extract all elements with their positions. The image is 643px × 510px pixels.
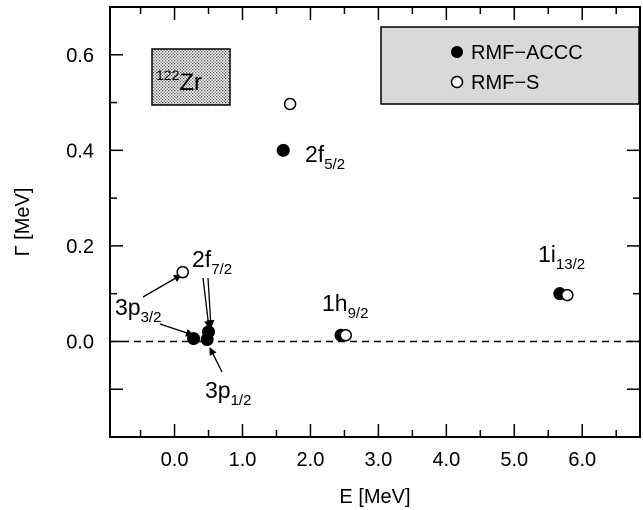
point-rmf-s — [176, 265, 189, 279]
plot-frame — [109, 6, 641, 438]
y-tick-label: 0.6 — [66, 45, 94, 67]
point-rmf-s — [283, 97, 297, 111]
x-tick-label: 1.0 — [229, 449, 257, 471]
x-tick-label: 6.0 — [568, 449, 596, 471]
state-label-1i132: 1i13/2 — [538, 241, 585, 273]
pointer-arrows — [142, 274, 223, 373]
y-tick-label: 0.0 — [66, 331, 94, 353]
nucleus-mass: 122 — [156, 67, 180, 83]
nucleus-symbol: Zr — [179, 69, 202, 96]
legend-label-rmf-s: RMF−S — [471, 72, 539, 94]
arrow-3p12 — [209, 347, 223, 373]
nucleus-label: 122Zr — [156, 67, 202, 96]
state-label-1h92: 1h9/2 — [322, 290, 368, 322]
point-rmf-accc — [276, 143, 290, 157]
x-axis-title: E [MeV] — [339, 486, 410, 508]
arrow-3p32-to-open — [142, 274, 182, 298]
x-tick-label: 5.0 — [500, 449, 528, 471]
x-tick-label: 3.0 — [364, 449, 392, 471]
arrow-3p32-to-filled — [159, 323, 194, 337]
state-label-3p32: 3p3/2 — [115, 294, 161, 326]
state-label-2f52: 2f5/2 — [305, 141, 345, 173]
point-rmf-accc — [202, 325, 216, 339]
arrow-2f72-right — [206, 277, 215, 328]
legend-label-rmf-accc: RMF−ACCC — [471, 42, 583, 64]
legend-marker-open — [450, 75, 464, 89]
state-label-2f72: 2f7/2 — [192, 246, 232, 278]
y-tick-label: 0.2 — [66, 236, 94, 258]
legend: RMF−ACCC RMF−S — [380, 26, 640, 105]
y-axis-title: Γ [MeV] — [12, 188, 34, 257]
tick-labels: 0.0 1.0 2.0 3.0 4.0 5.0 6.0 0.0 0.2 0.4 0.6 — [66, 45, 596, 471]
legend-marker-filled — [451, 46, 463, 58]
point-rmf-s — [339, 328, 353, 342]
x-tick-label: 4.0 — [432, 449, 460, 471]
state-label-3p12: 3p1/2 — [205, 377, 251, 409]
nucleus-box: 122Zr — [151, 48, 231, 106]
data-points — [176, 97, 574, 347]
x-tick-label: 0.0 — [161, 449, 189, 471]
x-tick-label: 2.0 — [297, 449, 325, 471]
y-tick-label: 0.4 — [66, 140, 94, 162]
point-rmf-accc — [187, 332, 201, 346]
point-rmf-s — [561, 288, 574, 302]
arrow-2f72-left — [202, 277, 213, 329]
